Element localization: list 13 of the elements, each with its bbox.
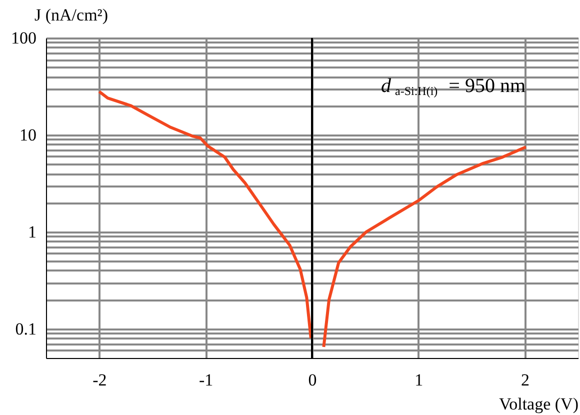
y-tick-label: 0.1 [15, 319, 36, 338]
y-axis-title: J (nA/cm²) [34, 6, 108, 24]
x-tick-label: -1 [199, 370, 214, 390]
x-tick-label: -2 [92, 370, 107, 390]
x-tick-label: 2 [521, 370, 530, 390]
line-series [322, 146, 528, 348]
x-axis-title: Voltage (V) [499, 394, 578, 414]
line-series [98, 90, 312, 340]
y-tick-label: 100 [11, 28, 36, 48]
y-tick-label: 1 [28, 222, 36, 242]
x-tick-label: 0 [308, 370, 317, 390]
y-tick-label: 10 [20, 125, 36, 144]
x-tick-label: 1 [414, 370, 424, 390]
